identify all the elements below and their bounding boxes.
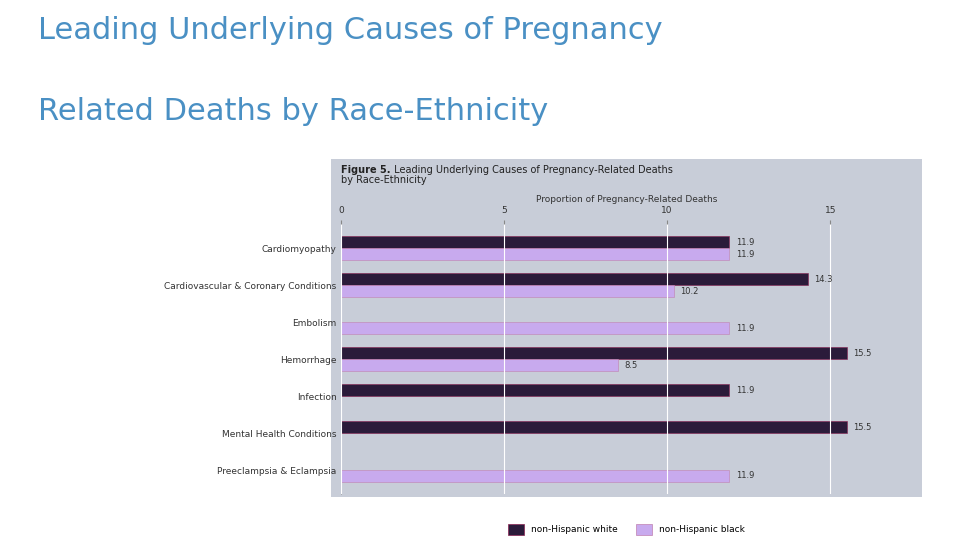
Text: 10.2: 10.2: [681, 287, 699, 295]
Bar: [341, 384, 730, 396]
Text: 15.5: 15.5: [853, 349, 872, 357]
Text: Figure 5.: Figure 5.: [341, 165, 391, 175]
Text: 11.9: 11.9: [735, 386, 755, 395]
Text: 8.5: 8.5: [625, 361, 638, 369]
Bar: [341, 285, 674, 297]
Legend: non-Hispanic white, non-Hispanic black: non-Hispanic white, non-Hispanic black: [504, 520, 749, 538]
Text: by Race-Ethnicity: by Race-Ethnicity: [341, 175, 426, 185]
X-axis label: Proportion of Pregnancy-Related Deaths: Proportion of Pregnancy-Related Deaths: [536, 195, 717, 204]
Text: 14.3: 14.3: [814, 275, 832, 284]
Bar: [341, 359, 618, 371]
Bar: [341, 347, 847, 359]
Text: 11.9: 11.9: [735, 238, 755, 247]
Text: 11.9: 11.9: [735, 249, 755, 259]
Bar: [341, 322, 730, 334]
Text: 11.9: 11.9: [735, 323, 755, 333]
Bar: [341, 470, 730, 482]
Bar: [341, 273, 807, 285]
Text: Leading Underlying Causes of Pregnancy-Related Deaths: Leading Underlying Causes of Pregnancy-R…: [391, 165, 673, 175]
Bar: [341, 421, 847, 433]
Text: Leading Underlying Causes of Pregnancy: Leading Underlying Causes of Pregnancy: [38, 16, 663, 45]
Text: 15.5: 15.5: [853, 423, 872, 431]
Bar: [341, 237, 730, 248]
Text: 11.9: 11.9: [735, 471, 755, 481]
Text: Related Deaths by Race-Ethnicity: Related Deaths by Race-Ethnicity: [38, 97, 549, 126]
Bar: [341, 248, 730, 260]
